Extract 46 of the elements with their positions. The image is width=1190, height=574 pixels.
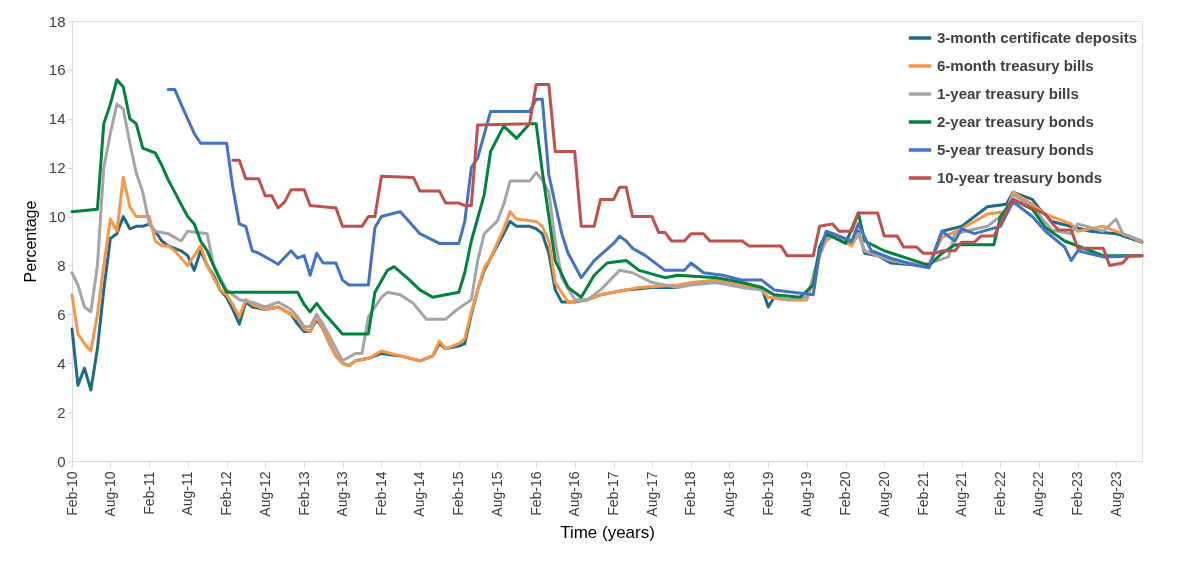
legend-label: 2-year treasury bonds <box>937 113 1094 130</box>
x-tick-label: Feb-11 <box>140 471 157 515</box>
y-tick-label: 6 <box>57 305 66 323</box>
x-tick-label: Aug-18 <box>720 471 737 517</box>
x-tick-label: Feb-10 <box>63 471 80 516</box>
x-tick-label: Feb-16 <box>527 471 544 516</box>
y-tick-label: 14 <box>48 110 66 128</box>
y-tick-label: 2 <box>57 403 66 421</box>
x-tick-label: Aug-17 <box>643 471 660 517</box>
legend-label: 6-month treasury bills <box>937 57 1094 74</box>
legend-label: 3-month certificate deposits <box>937 29 1138 46</box>
x-tick-label: Feb-12 <box>218 471 235 516</box>
x-tick-label: Feb-17 <box>605 471 622 516</box>
x-tick-label: Aug-20 <box>875 471 892 517</box>
x-tick-label: Aug-16 <box>566 471 583 517</box>
x-tick-label: Feb-13 <box>295 471 312 516</box>
x-tick-label: Aug-13 <box>334 471 351 517</box>
x-tick-label: Aug-15 <box>488 471 505 517</box>
x-tick-label: Feb-23 <box>1069 471 1086 516</box>
legend-label: 5-year treasury bonds <box>937 141 1094 158</box>
y-axis-title: Percentage <box>21 200 39 283</box>
x-tick-label: Aug-22 <box>1030 471 1047 517</box>
x-tick-label: Aug-10 <box>101 471 118 517</box>
x-tick-label: Aug-19 <box>798 471 815 517</box>
x-tick-label: Aug-11 <box>179 471 196 516</box>
x-tick-label: Feb-20 <box>837 471 854 516</box>
y-tick-label: 8 <box>57 256 66 274</box>
x-tick-label: Feb-21 <box>914 471 931 516</box>
x-tick-label: Feb-14 <box>373 471 389 516</box>
y-tick-label: 0 <box>57 452 66 470</box>
y-tick-label: 16 <box>48 61 66 79</box>
x-tick-label: Feb-19 <box>759 471 776 516</box>
x-tick-label: Aug-14 <box>411 471 428 517</box>
legend-label: 1-year treasury bills <box>937 85 1079 102</box>
x-tick-label: Aug-21 <box>953 471 970 517</box>
y-tick-label: 18 <box>48 12 66 30</box>
y-tick-label: 12 <box>48 159 66 177</box>
x-tick-label: Feb-18 <box>682 471 699 516</box>
x-tick-label: Aug-23 <box>1107 471 1124 517</box>
x-tick-label: Feb-22 <box>991 471 1008 516</box>
x-axis-title: Time (years) <box>560 522 655 542</box>
y-tick-label: 10 <box>48 208 66 226</box>
legend-label: 10-year treasury bonds <box>937 169 1103 186</box>
y-tick-label: 4 <box>57 354 66 372</box>
x-tick-label: Feb-15 <box>450 471 467 516</box>
x-tick-label: Aug-12 <box>256 471 273 517</box>
